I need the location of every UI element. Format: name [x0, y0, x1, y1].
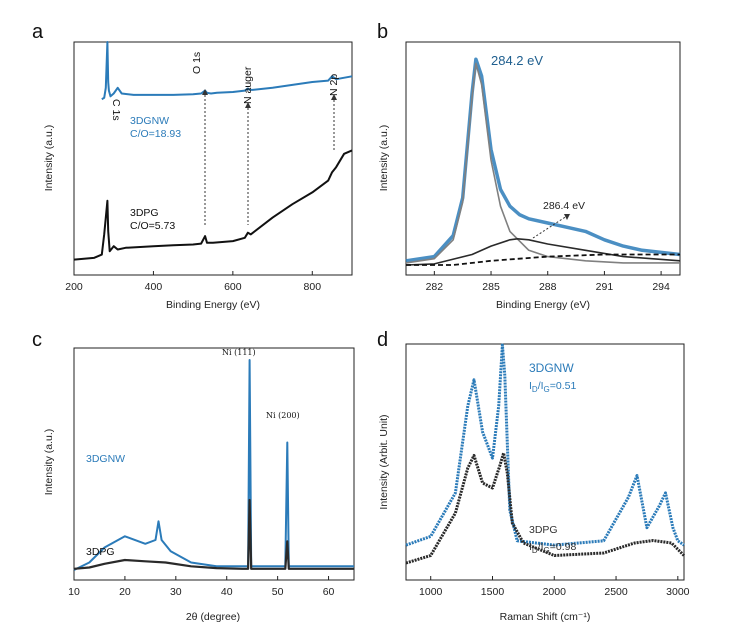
x-tick-label: 294 — [652, 281, 670, 293]
panel-a-xlabel: Binding Energy (eV) — [166, 299, 260, 311]
series-note-3dgnw: C/O=18.93 — [130, 128, 181, 140]
series-line-fit-286-4 — [405, 238, 681, 266]
panel-a: a 200 400 600 800 Binding Energy (eV) Inten… — [32, 21, 353, 311]
series-label-3dgnw: 3DGNW — [130, 115, 169, 127]
x-tick-label: 1000 — [419, 586, 443, 598]
panel-b-frame — [405, 41, 681, 276]
x-tick-label: 800 — [304, 281, 322, 293]
panel-c: c 10 20 30 40 50 60 2θ (degree) Intensity (a.… — [32, 329, 355, 623]
series-line-3dgnw — [73, 359, 354, 571]
series-line-baseline — [406, 253, 680, 266]
panel-c-ylabel: Intensity (a.u.) — [43, 429, 55, 496]
ratio-label-3dpg: ID/IG=0.98 — [529, 541, 577, 555]
x-tick-label: 30 — [170, 586, 182, 598]
series-line-fit-284-2 — [405, 62, 680, 264]
panel-d-plot — [405, 343, 686, 565]
x-tick-label: 3000 — [666, 586, 690, 598]
x-tick-label: 2000 — [543, 586, 567, 598]
peak-286-arrow-line — [532, 213, 571, 239]
x-tick-label: 1500 — [481, 586, 505, 598]
panel-d: d 1000 1500 2000 2500 3000 Raman Shift (cm⁻¹… — [377, 329, 690, 623]
panel-a-letter: a — [32, 21, 44, 43]
series-line-3dpg — [73, 149, 353, 261]
x-tick-label: 20 — [119, 586, 131, 598]
panel-b-ylabel: Intensity (a.u.) — [378, 125, 390, 192]
peak-label-n2p: N 2p — [328, 74, 340, 96]
x-tick-label: 60 — [323, 586, 335, 598]
peak-label-c1s: C 1s — [110, 99, 122, 121]
panel-a-xticks: 200 400 600 800 — [65, 271, 321, 293]
x-tick-label: 10 — [68, 586, 80, 598]
panel-c-xlabel: 2θ (degree) — [186, 611, 240, 623]
peak-label-284: 284.2 eV — [491, 53, 543, 68]
x-tick-label: 200 — [65, 281, 83, 293]
series-label-3dgnw-c: 3DGNW — [86, 453, 125, 465]
series-label-3dgnw-d: 3DGNW — [529, 361, 574, 375]
guide-o1s-arrow — [202, 89, 208, 95]
x-tick-label: 50 — [272, 586, 284, 598]
x-tick-label: 40 — [221, 586, 233, 598]
x-tick-label: 600 — [224, 281, 242, 293]
panel-b: b 282 285 288 291 294 Binding Energy (eV) In… — [377, 21, 681, 311]
x-tick-label: 2500 — [604, 586, 628, 598]
panel-c-plot — [73, 359, 354, 571]
panel-d-ylabel: Intensity (Arbit. Unit) — [378, 414, 390, 509]
series-line-3dgnw — [405, 343, 685, 547]
x-tick-label: 282 — [426, 281, 444, 293]
peak-286-arrowhead — [564, 214, 570, 220]
series-line-3dpg — [73, 498, 354, 570]
ratio-label-3dgnw: ID/IG=0.51 — [529, 380, 577, 394]
panel-d-xlabel: Raman Shift (cm⁻¹) — [500, 611, 591, 623]
panel-d-letter: d — [377, 329, 388, 351]
panel-c-frame — [73, 347, 355, 581]
panel-b-xlabel: Binding Energy (eV) — [496, 299, 590, 311]
panel-a-ylabel: Intensity (a.u.) — [43, 125, 55, 192]
peak-label-ni200: Ni (200) — [266, 411, 300, 420]
series-line-3dpg — [405, 451, 686, 565]
panel-b-letter: b — [377, 21, 388, 43]
guide-n2p-arrow — [331, 94, 337, 100]
panel-d-xticks: 1000 1500 2000 2500 3000 — [419, 576, 690, 598]
peak-label-nauger: N auger — [242, 66, 254, 104]
panel-d-frame — [405, 343, 685, 581]
series-label-3dpg-d: 3DPG — [529, 524, 558, 536]
panel-c-letter: c — [32, 329, 42, 351]
series-label-3dpg-c: 3DPG — [86, 546, 115, 558]
panel-b-xticks: 282 285 288 291 294 — [426, 271, 670, 293]
peak-label-ni111: Ni (111) — [222, 348, 256, 357]
peak-label-286: 286.4 eV — [543, 200, 585, 212]
series-label-3dpg: 3DPG — [130, 207, 159, 219]
x-tick-label: 285 — [482, 281, 500, 293]
x-tick-label: 400 — [145, 281, 163, 293]
guide-nauger-arrow — [245, 102, 251, 108]
panel-b-plot — [405, 57, 681, 266]
series-note-3dpg: C/O=5.73 — [130, 220, 175, 232]
peak-label-o1s: O 1s — [191, 52, 203, 74]
panel-a-frame — [73, 41, 353, 276]
x-tick-label: 288 — [539, 281, 557, 293]
x-tick-label: 291 — [596, 281, 614, 293]
panel-c-xticks: 10 20 30 40 50 60 — [68, 576, 335, 598]
